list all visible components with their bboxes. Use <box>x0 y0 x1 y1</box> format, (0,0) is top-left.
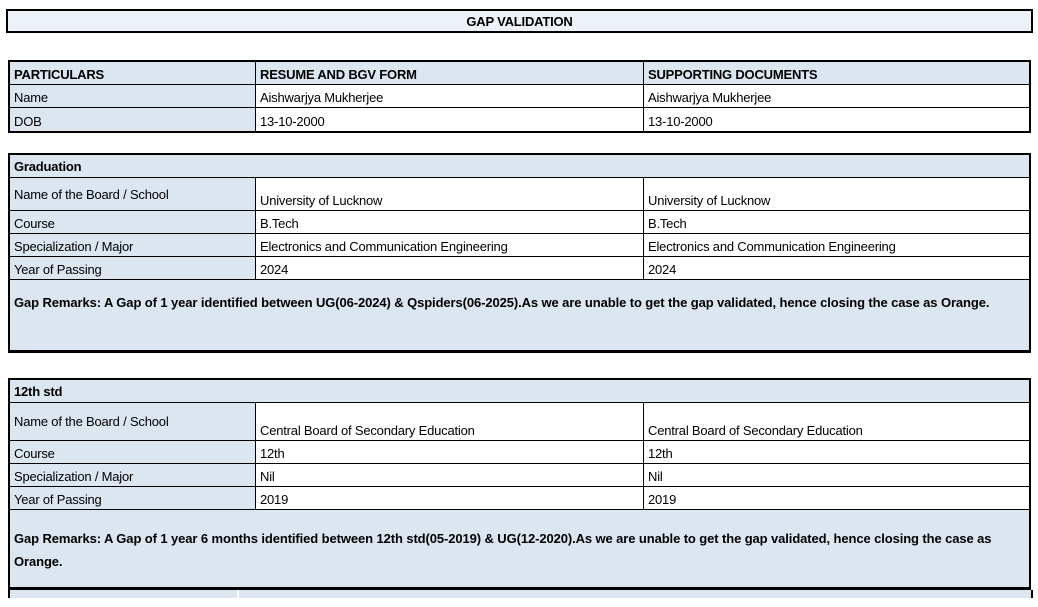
row-label-cell: Year of Passing <box>10 257 256 279</box>
particulars-header-row: PARTICULARS RESUME AND BGV FORM SUPPORTI… <box>10 62 1029 85</box>
table-row-course: Course B.Tech B.Tech <box>10 211 1029 234</box>
resume-value-cell: Nil <box>256 464 644 486</box>
table-row-board-school: Name of the Board / School Central Board… <box>10 403 1029 441</box>
section-header-row-12th-std: 12th std <box>10 380 1029 403</box>
header-cell-particulars: PARTICULARS <box>10 62 256 84</box>
supporting-value-cell: University of Lucknow <box>648 193 771 208</box>
row-label-cell: Specialization / Major <box>10 234 256 256</box>
resume-value-cell: Central Board of Secondary Education <box>256 403 644 440</box>
section-title-12th-std: 12th std <box>10 380 1029 402</box>
gap-remarks-12th-std: Gap Remarks: A Gap of 1 year 6 months id… <box>10 510 1029 588</box>
twelfth-std-section-table: 12th std Name of the Board / School Cent… <box>8 378 1031 590</box>
gap-remarks-graduation: Gap Remarks: A Gap of 1 year identified … <box>10 280 1029 351</box>
table-row-specialization: Specialization / Major Nil Nil <box>10 464 1029 487</box>
resume-value-cell: 2019 <box>256 487 644 509</box>
supporting-value-cell: Nil <box>648 469 663 484</box>
table-row-name: Name Aishwarjya Mukherjee Aishwarjya Muk… <box>10 85 1029 108</box>
table-row-year-of-passing: Year of Passing 2019 2019 <box>10 487 1029 510</box>
table-row-specialization: Specialization / Major Electronics and C… <box>10 234 1029 257</box>
section-title-graduation: Graduation <box>10 155 1029 177</box>
row-label-cell: Name of the Board / School <box>10 403 256 440</box>
table-row-year-of-passing: Year of Passing 2024 2024 <box>10 257 1029 280</box>
resume-value-cell: 2024 <box>256 257 644 279</box>
supporting-value-cell: 12th <box>648 446 673 461</box>
supporting-value-cell: Electronics and Communication Engineerin… <box>648 239 896 254</box>
row-label-cell: Year of Passing <box>10 487 256 509</box>
supporting-value-cell: B.Tech <box>648 216 687 231</box>
page-title-text: GAP VALIDATION <box>466 13 573 29</box>
graduation-section-table: Graduation Name of the Board / School Un… <box>8 153 1031 353</box>
supporting-value-cell: Aishwarjya Mukherjee <box>648 90 772 105</box>
resume-value-cell: 12th <box>256 441 644 463</box>
resume-value-cell: Electronics and Communication Engineerin… <box>256 234 644 256</box>
table-row-course: Course 12th 12th <box>10 441 1029 464</box>
resume-value-cell: Aishwarjya Mukherjee <box>256 85 644 107</box>
section-header-row-graduation: Graduation <box>10 155 1029 178</box>
row-label-cell: Course <box>10 441 256 463</box>
cell-divider <box>237 590 239 598</box>
particulars-table: PARTICULARS RESUME AND BGV FORM SUPPORTI… <box>8 60 1031 133</box>
resume-value-cell: University of Lucknow <box>256 178 644 210</box>
supporting-value-cell: Central Board of Secondary Education <box>648 423 863 438</box>
row-label-cell: Name of the Board / School <box>10 178 256 210</box>
resume-value-cell: 13-10-2000 <box>256 108 644 131</box>
row-label-cell: Course <box>10 211 256 233</box>
row-label-cell: Name <box>10 85 256 107</box>
table-row-dob: DOB 13-10-2000 13-10-2000 <box>10 108 1029 131</box>
supporting-value-cell: 13-10-2000 <box>648 114 713 129</box>
header-cell-supporting-docs: SUPPORTING DOCUMENTS <box>644 62 1029 84</box>
header-cell-resume-bgv: RESUME AND BGV FORM <box>256 62 644 84</box>
supporting-value-cell: 2019 <box>648 492 677 507</box>
next-section-partial-row <box>8 590 1033 598</box>
row-label-cell: Specialization / Major <box>10 464 256 486</box>
page-title: GAP VALIDATION <box>6 9 1033 33</box>
supporting-value-cell: 2024 <box>648 262 677 277</box>
resume-value-cell: B.Tech <box>256 211 644 233</box>
table-row-board-school: Name of the Board / School University of… <box>10 178 1029 211</box>
row-label-cell: DOB <box>10 108 256 131</box>
